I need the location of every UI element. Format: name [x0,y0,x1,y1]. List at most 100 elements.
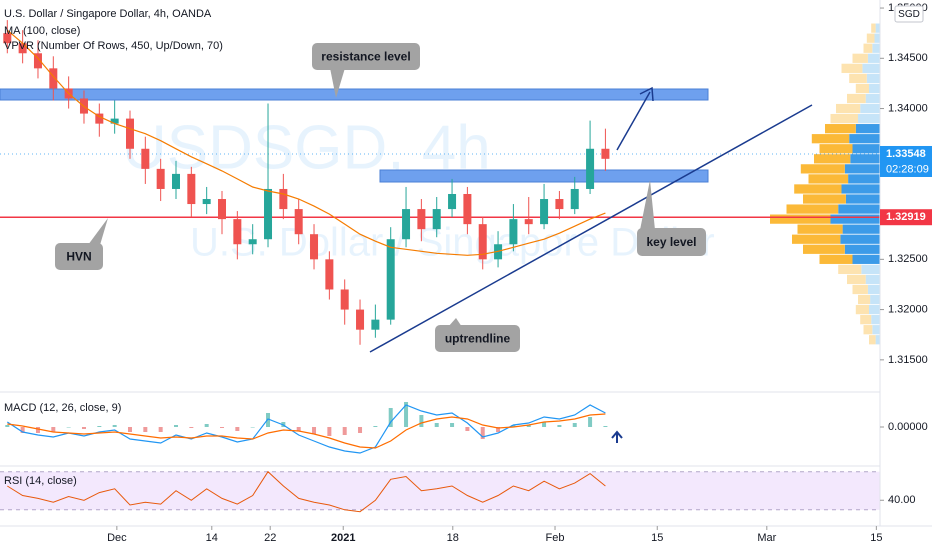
macd-histogram [312,427,317,434]
candle-body [218,199,227,220]
macd-histogram [557,425,562,427]
vp-down [863,325,873,335]
macd-histogram [5,425,10,427]
vp-up [874,33,880,43]
macd-line [7,413,606,449]
x-tick-label: Dec [107,532,127,544]
x-tick-label: 22 [264,532,276,544]
callout-box [637,228,706,256]
macd-histogram [127,427,132,432]
macd-line [6,404,606,454]
rsi-line [7,470,606,513]
candle-body [555,199,564,210]
y-tick-label: 1.32500 [888,253,928,265]
candle-body [570,188,579,210]
candle-body [294,209,303,235]
candle-body [356,309,365,330]
macd-tick-label: 0.00000 [888,421,928,433]
vp-down [803,194,846,204]
vp-down [794,184,842,194]
vp-up [869,304,880,315]
macd-histogram [526,425,531,427]
macd-histogram [220,427,225,428]
vp-up [862,63,880,73]
vp-down [852,53,868,63]
vp-down [866,33,875,43]
vp-down [814,154,851,164]
vp-up [865,274,880,285]
volume-profile [770,23,880,345]
candle-body [279,188,288,210]
macd-histogram [235,427,240,431]
countdown: 02:28:09 [886,163,929,175]
vp-down [855,304,869,315]
candle-body [448,193,457,210]
vp-up [860,103,880,114]
x-tick-label: 15 [651,532,663,544]
rsi-legend: RSI (14, close) [4,475,77,487]
vp-up [849,134,880,144]
x-tick-label: 2021 [331,532,355,544]
vp-up [830,214,880,224]
callout-box [435,325,520,352]
currency-box [894,5,924,23]
vp-down [855,83,869,94]
vp-down [830,113,858,124]
vp-up [865,93,880,104]
candle-body [601,148,610,159]
macd-histogram [419,415,424,427]
candle-body [202,199,211,205]
vp-up [844,244,880,254]
macd-histogram [603,426,608,427]
vp-down [847,93,866,104]
macd-up-arrow [611,430,623,443]
callout-pointer [640,180,655,230]
vp-down [841,63,863,73]
macd-histogram [35,427,40,433]
ma-legend: MA (100, close) [4,25,80,37]
overlay: 0.00000 40.00 resistance level key level HVN… [55,2,932,544]
candle-body [509,219,518,245]
vp-up [869,83,880,94]
candle-body [478,224,487,260]
macd-histogram [327,427,332,436]
candle-body [463,193,472,225]
vp-up [867,53,880,63]
x-tick-label: 14 [206,532,218,544]
vp-down [858,294,871,305]
vp-up [848,174,880,184]
vp-down [786,204,839,214]
last-price-box [880,145,932,162]
candle-body [417,209,426,230]
macd-histogram [404,402,409,427]
vp-down [803,244,845,254]
candle-body [95,113,104,124]
macd-histogram [97,426,102,427]
hvn-price-label: 1.32919 [886,211,926,223]
candle-body [141,148,150,169]
x-tick-label: 18 [447,532,459,544]
candle-body [386,239,395,320]
vp-down [847,274,866,285]
currency: SGD [898,9,920,20]
plot [0,20,880,513]
y-tick-label: 1.34000 [888,102,928,114]
uptrend-callout: uptrendline [445,332,511,346]
vp-down [770,214,831,224]
ma-line [6,29,606,256]
vp-up [842,224,880,234]
macd-histogram [588,417,593,427]
candle-body [264,188,273,240]
last-price-label: 1.33548 [886,148,926,160]
symbol-title: U.S. Dollar / Singapore Dollar, 4h, OAND… [4,8,212,20]
candle-body [325,259,334,290]
macd-histogram [373,426,378,427]
vp-up [875,23,880,33]
key-callout: key level [646,235,696,249]
candle-body [402,209,411,240]
candle-body [586,148,595,189]
watermark-name: U.S. Dollar / Singapore Dollar [190,221,715,265]
x-tick-label: Mar [757,532,776,544]
vp-up [840,234,880,244]
